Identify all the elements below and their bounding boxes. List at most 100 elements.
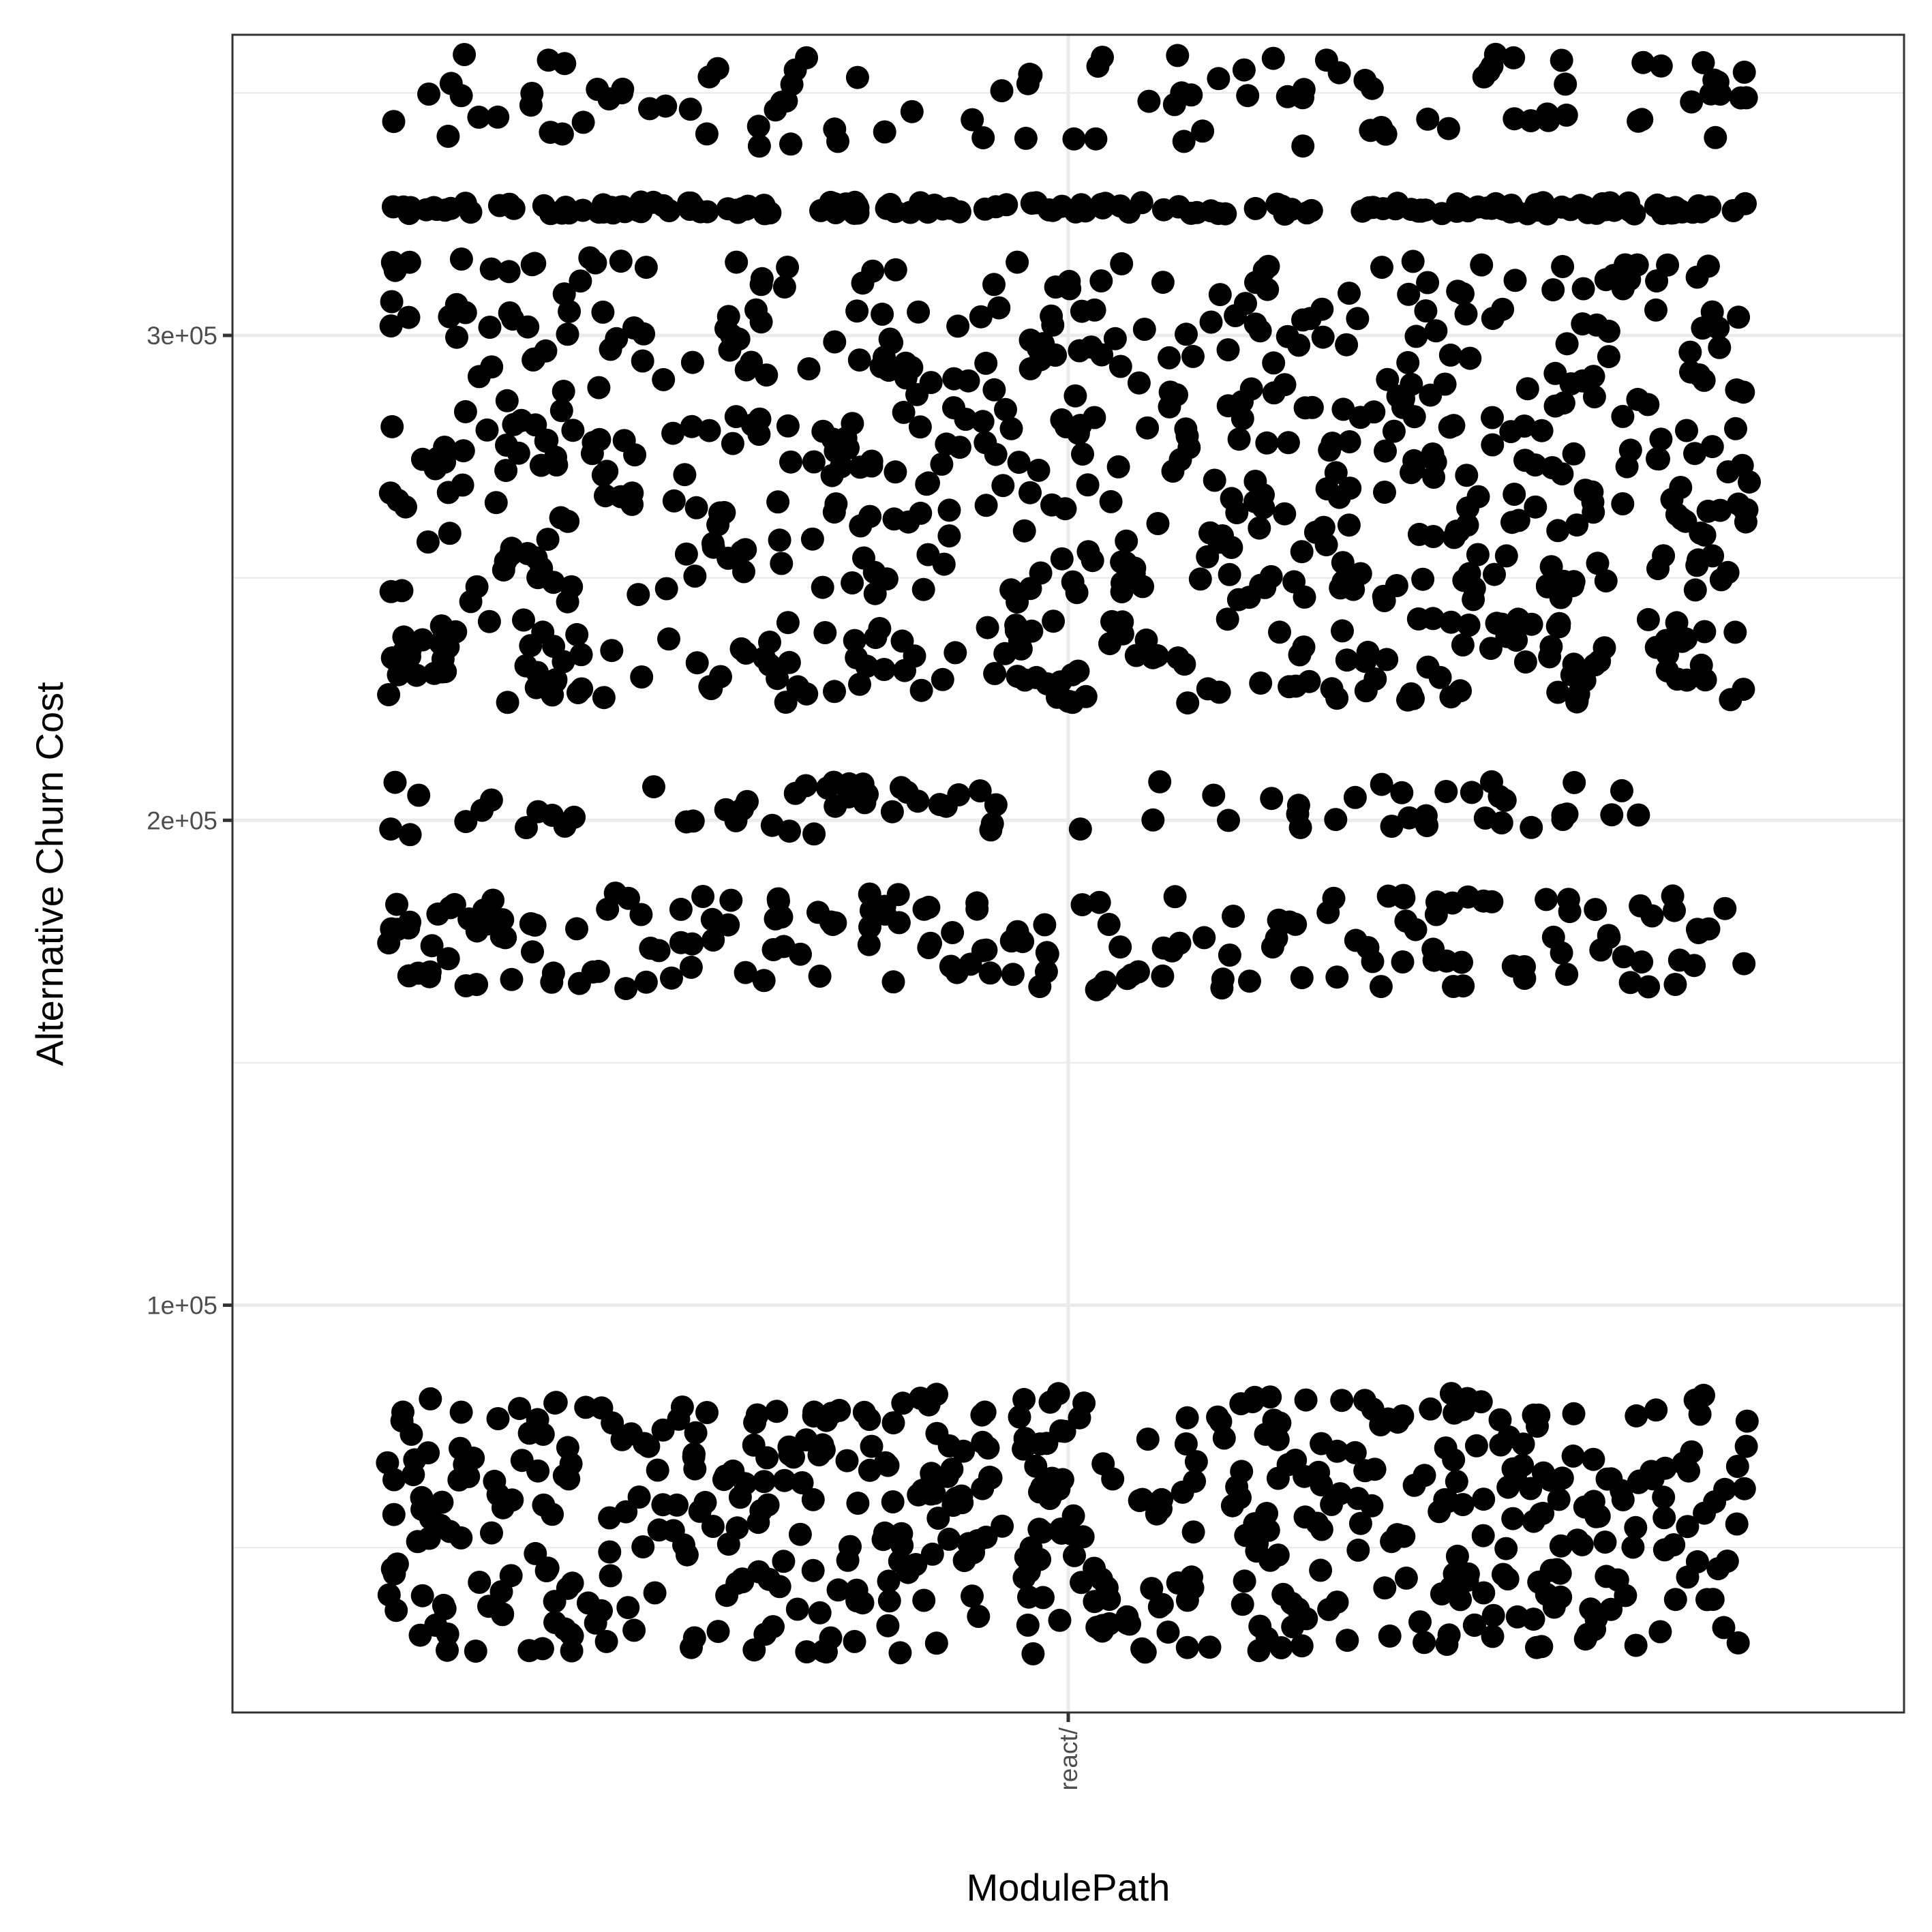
data-point bbox=[1537, 108, 1560, 132]
data-point bbox=[1397, 282, 1421, 306]
data-point bbox=[1391, 884, 1415, 907]
data-point bbox=[1400, 682, 1423, 706]
data-point bbox=[631, 349, 654, 373]
data-point bbox=[1316, 901, 1340, 924]
data-point bbox=[1445, 1470, 1468, 1494]
data-point bbox=[1436, 117, 1460, 140]
data-point bbox=[487, 194, 511, 217]
data-point bbox=[642, 775, 665, 799]
data-point bbox=[725, 1571, 749, 1595]
data-point bbox=[1273, 502, 1297, 526]
data-point bbox=[1171, 1480, 1194, 1504]
data-point bbox=[1025, 665, 1048, 689]
data-point bbox=[1481, 433, 1505, 457]
data-point bbox=[1346, 307, 1370, 331]
data-point bbox=[1335, 648, 1359, 672]
data-point bbox=[1021, 1642, 1045, 1665]
data-point bbox=[758, 201, 782, 225]
data-point bbox=[1212, 1426, 1236, 1450]
data-point bbox=[1471, 1524, 1495, 1548]
data-point bbox=[924, 1631, 948, 1655]
data-point bbox=[541, 803, 564, 827]
data-point bbox=[937, 498, 961, 522]
data-point bbox=[1470, 253, 1494, 277]
data-point bbox=[1724, 417, 1747, 440]
data-point bbox=[1732, 1477, 1756, 1500]
data-point bbox=[770, 905, 794, 929]
data-point bbox=[876, 1453, 900, 1477]
data-point bbox=[1627, 109, 1650, 133]
data-point bbox=[385, 892, 408, 916]
data-point bbox=[1231, 1593, 1254, 1616]
data-point bbox=[1151, 964, 1175, 988]
data-point bbox=[495, 389, 519, 412]
data-point bbox=[1014, 1545, 1038, 1569]
data-point bbox=[740, 350, 764, 374]
data-point bbox=[1300, 395, 1324, 419]
data-point bbox=[380, 646, 404, 669]
data-point bbox=[1716, 560, 1740, 584]
data-point bbox=[569, 643, 593, 667]
data-point bbox=[1031, 1586, 1055, 1610]
data-point bbox=[598, 1540, 622, 1564]
data-point bbox=[1499, 420, 1523, 444]
data-point bbox=[982, 378, 1006, 402]
data-point bbox=[1560, 663, 1584, 687]
data-point bbox=[486, 105, 510, 129]
data-point bbox=[700, 907, 724, 931]
data-point bbox=[935, 432, 959, 456]
data-point bbox=[1552, 391, 1575, 415]
data-point bbox=[1053, 497, 1077, 521]
data-point bbox=[1416, 271, 1440, 295]
data-point bbox=[378, 481, 402, 505]
data-point bbox=[472, 899, 496, 922]
data-point bbox=[1481, 406, 1504, 429]
data-point bbox=[1683, 1388, 1707, 1412]
data-point bbox=[1196, 545, 1220, 569]
data-point bbox=[999, 417, 1023, 440]
data-point bbox=[1325, 686, 1349, 710]
data-point bbox=[1320, 1492, 1344, 1516]
data-point bbox=[1252, 496, 1276, 519]
data-point bbox=[1233, 1569, 1256, 1593]
data-point bbox=[1335, 1629, 1359, 1652]
y-axis: 1e+05 2e+05 3e+05 bbox=[147, 322, 232, 1320]
data-point bbox=[1407, 522, 1431, 546]
data-point bbox=[1346, 1538, 1370, 1562]
data-point bbox=[937, 1527, 961, 1551]
data-point bbox=[1348, 1511, 1372, 1535]
data-point bbox=[1083, 406, 1106, 429]
data-point bbox=[377, 931, 401, 955]
data-point bbox=[976, 616, 999, 639]
data-point bbox=[1734, 86, 1758, 110]
x-axis: react/ bbox=[1055, 1712, 1083, 1791]
data-point bbox=[801, 1558, 825, 1582]
data-point bbox=[1700, 435, 1724, 459]
data-point bbox=[1036, 942, 1059, 966]
data-point bbox=[1239, 377, 1263, 401]
data-point bbox=[725, 250, 749, 274]
data-point bbox=[968, 779, 992, 803]
data-point bbox=[947, 783, 971, 806]
data-point bbox=[1244, 271, 1267, 295]
data-point bbox=[1356, 640, 1380, 664]
data-point bbox=[1652, 1485, 1676, 1509]
data-point bbox=[1602, 198, 1626, 222]
data-point bbox=[1644, 1398, 1668, 1422]
data-point bbox=[881, 1411, 905, 1435]
data-point bbox=[1175, 1635, 1199, 1659]
data-point bbox=[1599, 1597, 1623, 1621]
data-point bbox=[630, 665, 654, 689]
data-point bbox=[1725, 1512, 1749, 1536]
y-tick-label: 2e+05 bbox=[147, 806, 217, 834]
data-point bbox=[1262, 381, 1286, 405]
data-point bbox=[770, 552, 794, 575]
data-point bbox=[1440, 891, 1464, 915]
data-point bbox=[1220, 536, 1243, 559]
data-point bbox=[1227, 427, 1251, 451]
data-point bbox=[748, 407, 772, 431]
data-point bbox=[685, 651, 709, 675]
data-point bbox=[1702, 68, 1726, 92]
data-point bbox=[1555, 963, 1579, 986]
data-point bbox=[1013, 1427, 1037, 1450]
